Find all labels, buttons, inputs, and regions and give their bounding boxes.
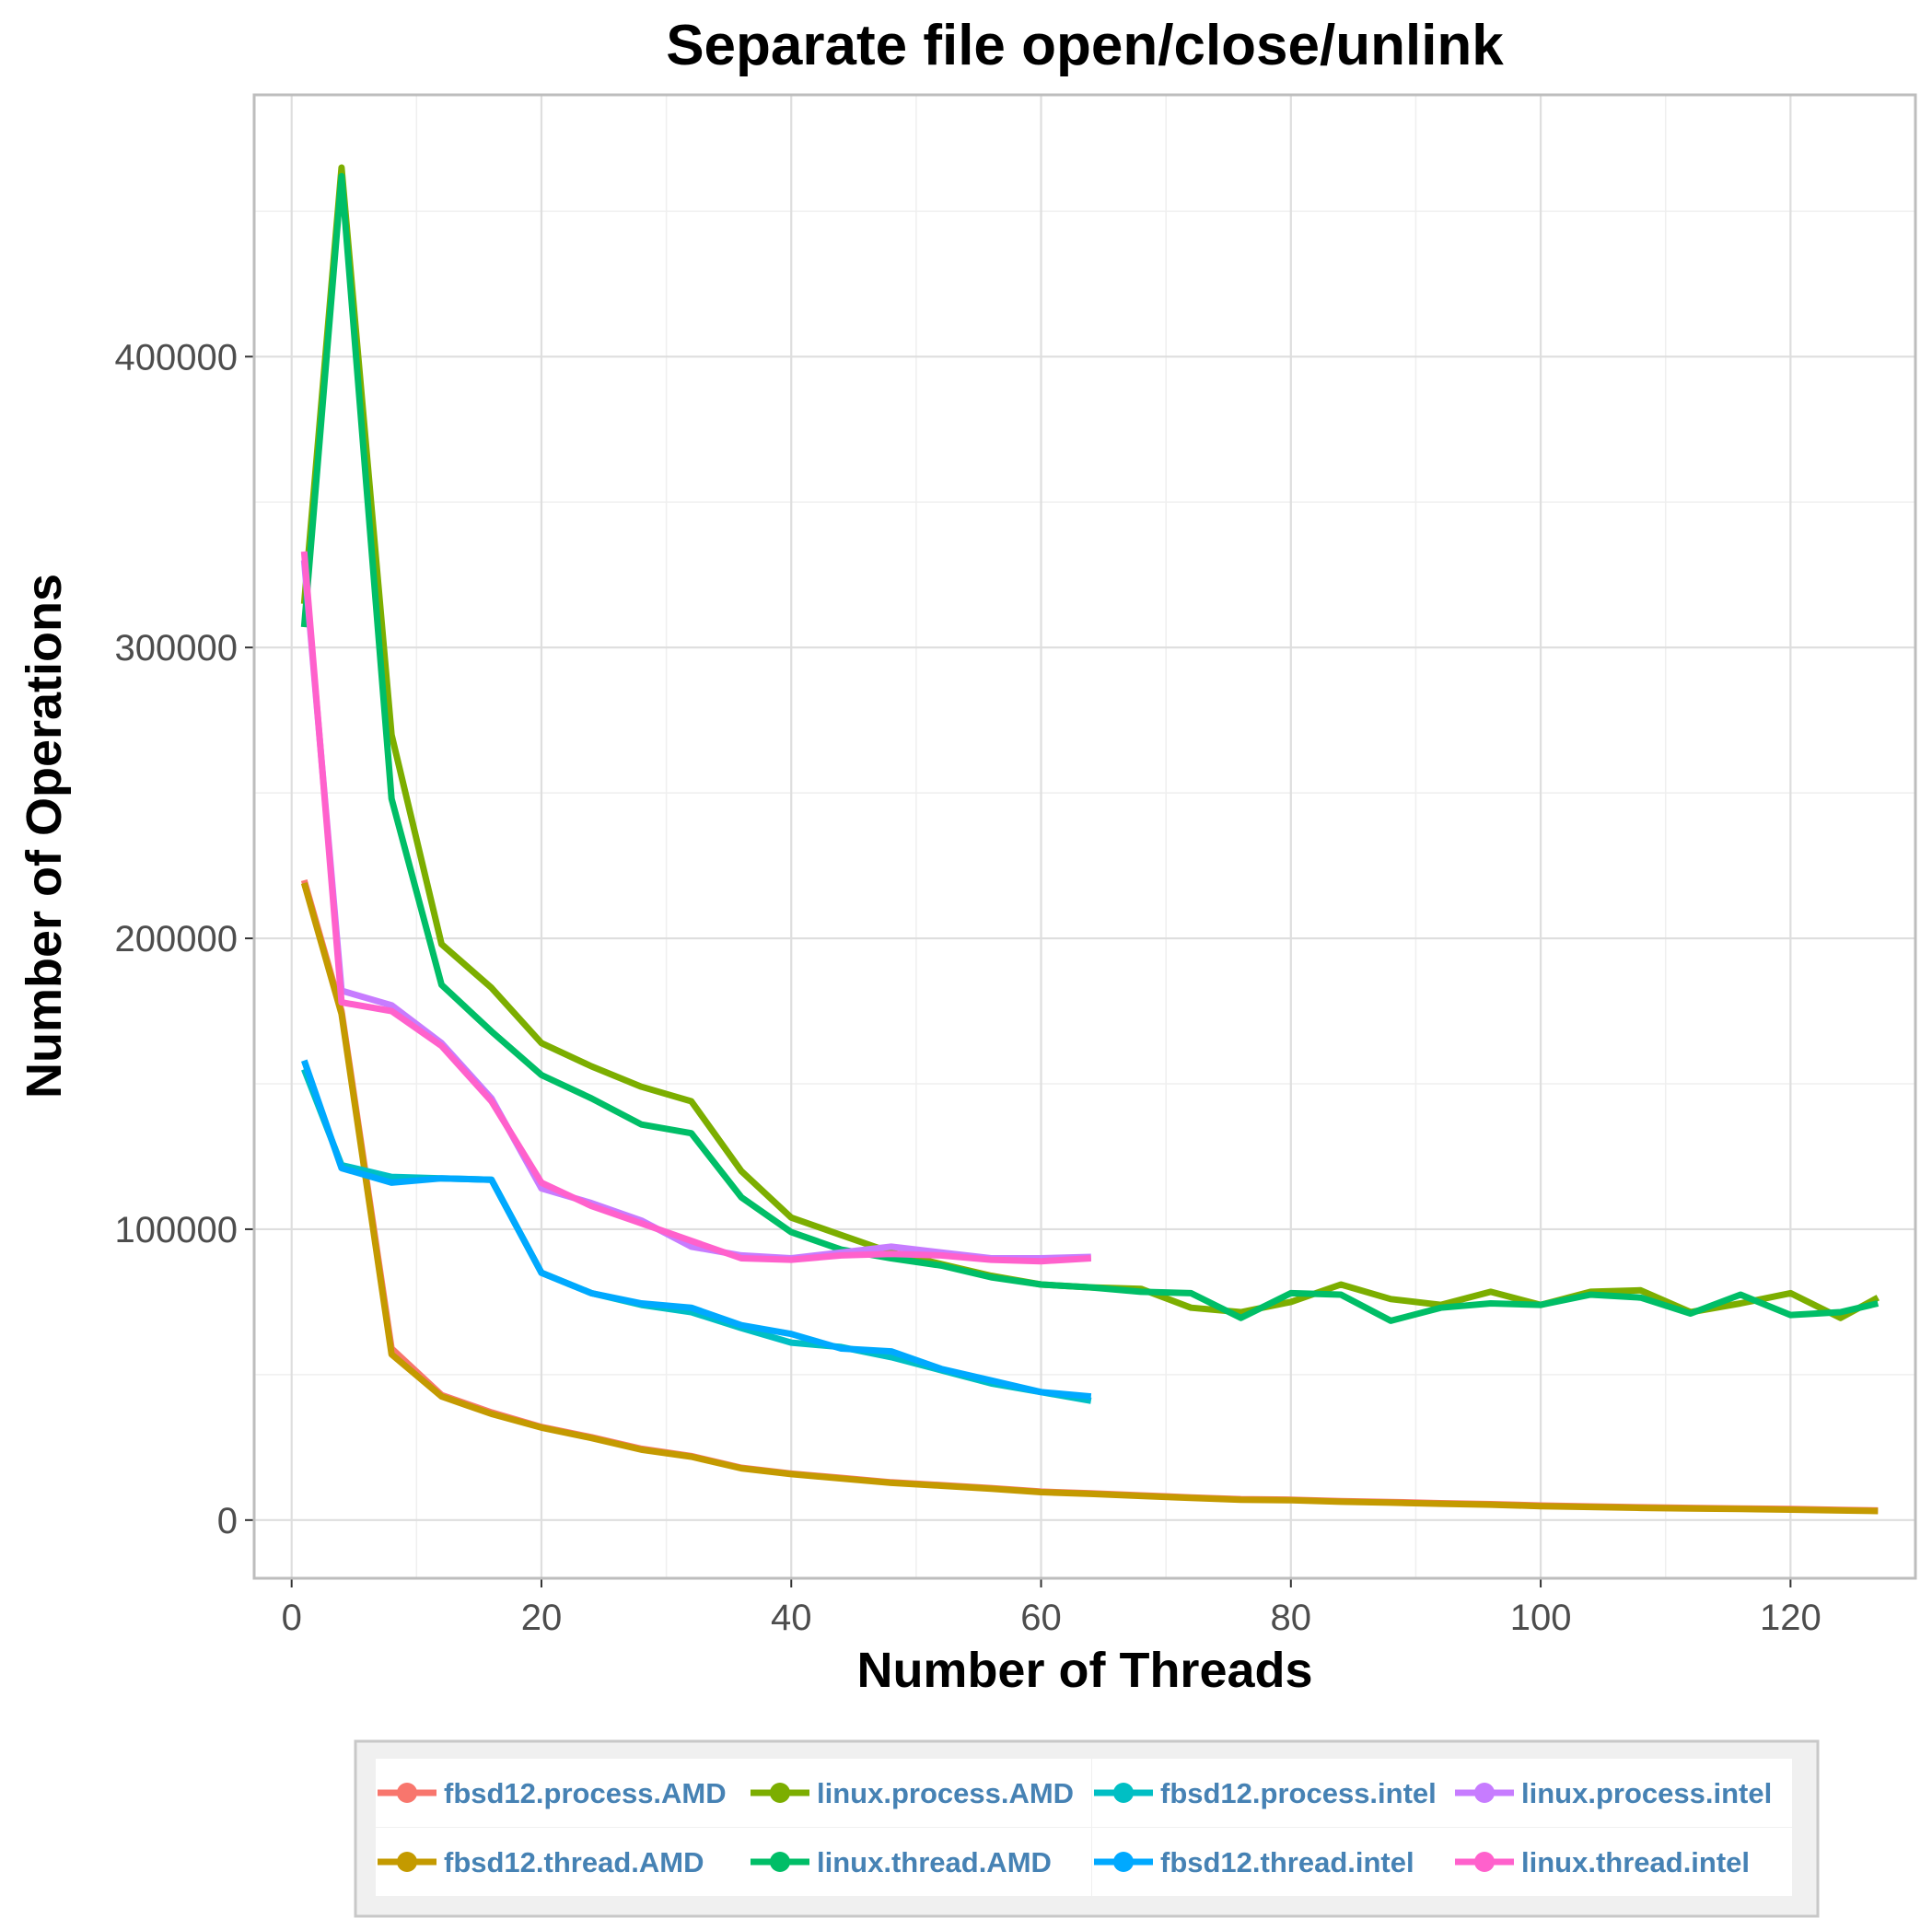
x-tick-label: 100 [1510,1598,1572,1638]
legend-key-dot-linux-process-intel [1474,1783,1495,1803]
series-line-fbsd12-thread-intel [300,1059,1092,1401]
legend-label-linux-process-AMD: linux.process.AMD [817,1777,1074,1809]
panel-border [252,93,1917,1580]
y-tick-label: 100000 [115,1210,238,1250]
y-tick-label: 200000 [115,919,238,959]
x-tick-label: 0 [282,1598,302,1638]
legend-key-bg [376,1828,751,1896]
series-line-linux-thread-intel [300,551,1092,1265]
series-line-linux-thread-AMD [300,172,1880,1324]
legend-label-linux-thread-AMD: linux.thread.AMD [817,1846,1052,1878]
legend-key-bg [376,1759,751,1827]
x-tick-label: 80 [1271,1598,1312,1638]
x-tick-label: 120 [1760,1598,1821,1638]
y-tick-label: 400000 [115,337,238,378]
y-tick-label: 0 [217,1501,238,1541]
y-axis-title: Number of Operations [17,574,72,1099]
legend-label-fbsd12-thread-intel: fbsd12.thread.intel [1160,1846,1414,1878]
legend-label-linux-process-intel: linux.process.intel [1521,1777,1772,1809]
legend: fbsd12.process.AMD linux.process.AMD fbsd1… [354,1739,1820,1918]
plot-area: 0 20 40 60 80 100 120 0 100000 200000 300000 400000 [115,93,1917,1638]
x-tick-label: 40 [771,1598,812,1638]
legend-label-fbsd12-thread-AMD: fbsd12.thread.AMD [444,1846,704,1878]
y-tick-label: 300000 [115,628,238,669]
legend-label-fbsd12-process-AMD: fbsd12.process.AMD [444,1777,727,1809]
legend-key-dot-fbsd12-process-AMD [397,1783,417,1803]
legend-key-dot-fbsd12-process-intel [1113,1783,1134,1803]
legend-label-linux-thread-intel: linux.thread.intel [1521,1846,1750,1878]
series-line-fbsd12-thread-AMD [300,882,1879,1515]
x-tick-label: 60 [1020,1598,1062,1638]
x-axis-title: Number of Threads [856,1643,1312,1698]
legend-key-dot-linux-thread-AMD [770,1852,790,1872]
x-tick-label: 20 [521,1598,563,1638]
chart-title: Separate file open/close/unlink [666,14,1504,77]
legend-key-dot-fbsd12-thread-AMD [397,1852,417,1872]
legend-key-dot-fbsd12-thread-intel [1113,1852,1134,1872]
legend-key-dot-linux-thread-intel [1474,1852,1495,1872]
legend-label-fbsd12-process-intel: fbsd12.process.intel [1160,1777,1437,1809]
legend-key-dot-linux-process-AMD [770,1783,790,1803]
